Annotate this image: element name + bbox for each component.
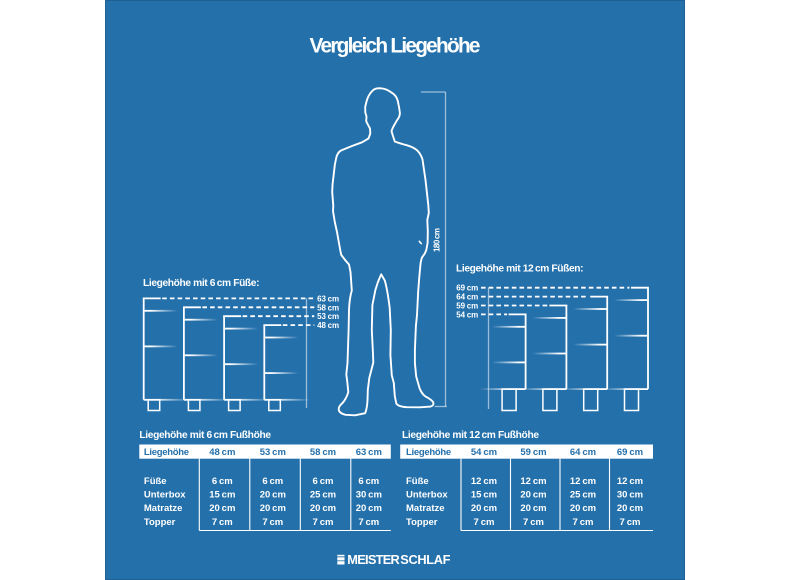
svg-text:Füße: Füße <box>406 476 429 487</box>
svg-text:69 cm: 69 cm <box>617 447 643 458</box>
svg-text:58 cm: 58 cm <box>317 303 339 312</box>
svg-text:12 cm: 12 cm <box>471 476 497 487</box>
svg-text:20 cm: 20 cm <box>617 503 643 514</box>
svg-text:Liegehöhe mit 6 cm Fußhöhe: Liegehöhe mit 6 cm Fußhöhe <box>139 430 271 441</box>
svg-text:7 cm: 7 cm <box>313 517 334 528</box>
svg-text:Matratze: Matratze <box>406 503 445 514</box>
svg-text:7 cm: 7 cm <box>358 517 379 528</box>
svg-text:6 cm: 6 cm <box>212 476 233 487</box>
svg-text:12 cm: 12 cm <box>520 476 546 487</box>
svg-text:7 cm: 7 cm <box>262 517 283 528</box>
svg-text:54 cm: 54 cm <box>456 310 478 319</box>
svg-text:48 cm: 48 cm <box>317 321 339 330</box>
svg-text:20 cm: 20 cm <box>209 503 235 514</box>
svg-text:63 cm: 63 cm <box>317 294 339 303</box>
svg-text:58 cm: 58 cm <box>310 447 336 458</box>
svg-text:Liegehöhe mit 6 cm Füße:: Liegehöhe mit 6 cm Füße: <box>143 278 260 289</box>
svg-text:6 cm: 6 cm <box>262 476 283 487</box>
svg-text:Topper: Topper <box>406 517 438 528</box>
svg-text:15 cm: 15 cm <box>471 490 497 501</box>
svg-text:48 cm: 48 cm <box>209 447 235 458</box>
svg-text:63 cm: 63 cm <box>356 447 382 458</box>
svg-text:Unterbox: Unterbox <box>144 490 186 501</box>
svg-text:7 cm: 7 cm <box>620 517 641 528</box>
svg-text:20 cm: 20 cm <box>356 503 382 514</box>
svg-text:15 cm: 15 cm <box>209 490 235 501</box>
svg-text:30 cm: 30 cm <box>617 490 643 501</box>
svg-text:53 cm: 53 cm <box>260 447 286 458</box>
svg-text:Topper: Topper <box>144 517 176 528</box>
svg-text:12 cm: 12 cm <box>570 476 596 487</box>
svg-text:59 cm: 59 cm <box>520 447 546 458</box>
svg-text:59 cm: 59 cm <box>456 302 478 311</box>
svg-text:180 cm: 180 cm <box>433 228 442 252</box>
svg-text:MEISTER: MEISTER <box>347 552 400 567</box>
svg-text:53 cm: 53 cm <box>317 312 339 321</box>
svg-text:7 cm: 7 cm <box>573 517 594 528</box>
svg-text:Liegehöhe mit 12 cm Füßen:: Liegehöhe mit 12 cm Füßen: <box>456 263 584 274</box>
svg-text:54 cm: 54 cm <box>471 447 497 458</box>
svg-text:SCHLAF: SCHLAF <box>400 552 450 567</box>
svg-text:Unterbox: Unterbox <box>406 490 448 501</box>
svg-text:20 cm: 20 cm <box>520 490 546 501</box>
svg-text:Liegehöhe: Liegehöhe <box>406 447 451 458</box>
svg-text:7 cm: 7 cm <box>474 517 495 528</box>
svg-text:25 cm: 25 cm <box>310 490 336 501</box>
svg-text:Matratze: Matratze <box>144 503 183 514</box>
svg-text:30 cm: 30 cm <box>356 490 382 501</box>
svg-text:Liegehöhe: Liegehöhe <box>144 447 189 458</box>
svg-text:20 cm: 20 cm <box>570 503 596 514</box>
svg-text:20 cm: 20 cm <box>260 503 286 514</box>
svg-text:7 cm: 7 cm <box>523 517 544 528</box>
svg-text:25 cm: 25 cm <box>570 490 596 501</box>
svg-text:Füße: Füße <box>144 476 167 487</box>
svg-text:Vergleich Liegehöhe: Vergleich Liegehöhe <box>310 34 481 57</box>
svg-text:Liegehöhe mit 12 cm Fußhöhe: Liegehöhe mit 12 cm Fußhöhe <box>402 430 539 441</box>
svg-text:64 cm: 64 cm <box>456 293 478 302</box>
svg-text:69 cm: 69 cm <box>456 284 478 293</box>
svg-text:6 cm: 6 cm <box>358 476 379 487</box>
svg-text:20 cm: 20 cm <box>520 503 546 514</box>
svg-text:64 cm: 64 cm <box>570 447 596 458</box>
svg-text:20 cm: 20 cm <box>471 503 497 514</box>
svg-text:20 cm: 20 cm <box>310 503 336 514</box>
svg-text:20 cm: 20 cm <box>260 490 286 501</box>
svg-text:6 cm: 6 cm <box>313 476 334 487</box>
svg-text:12 cm: 12 cm <box>617 476 643 487</box>
svg-text:7 cm: 7 cm <box>212 517 233 528</box>
